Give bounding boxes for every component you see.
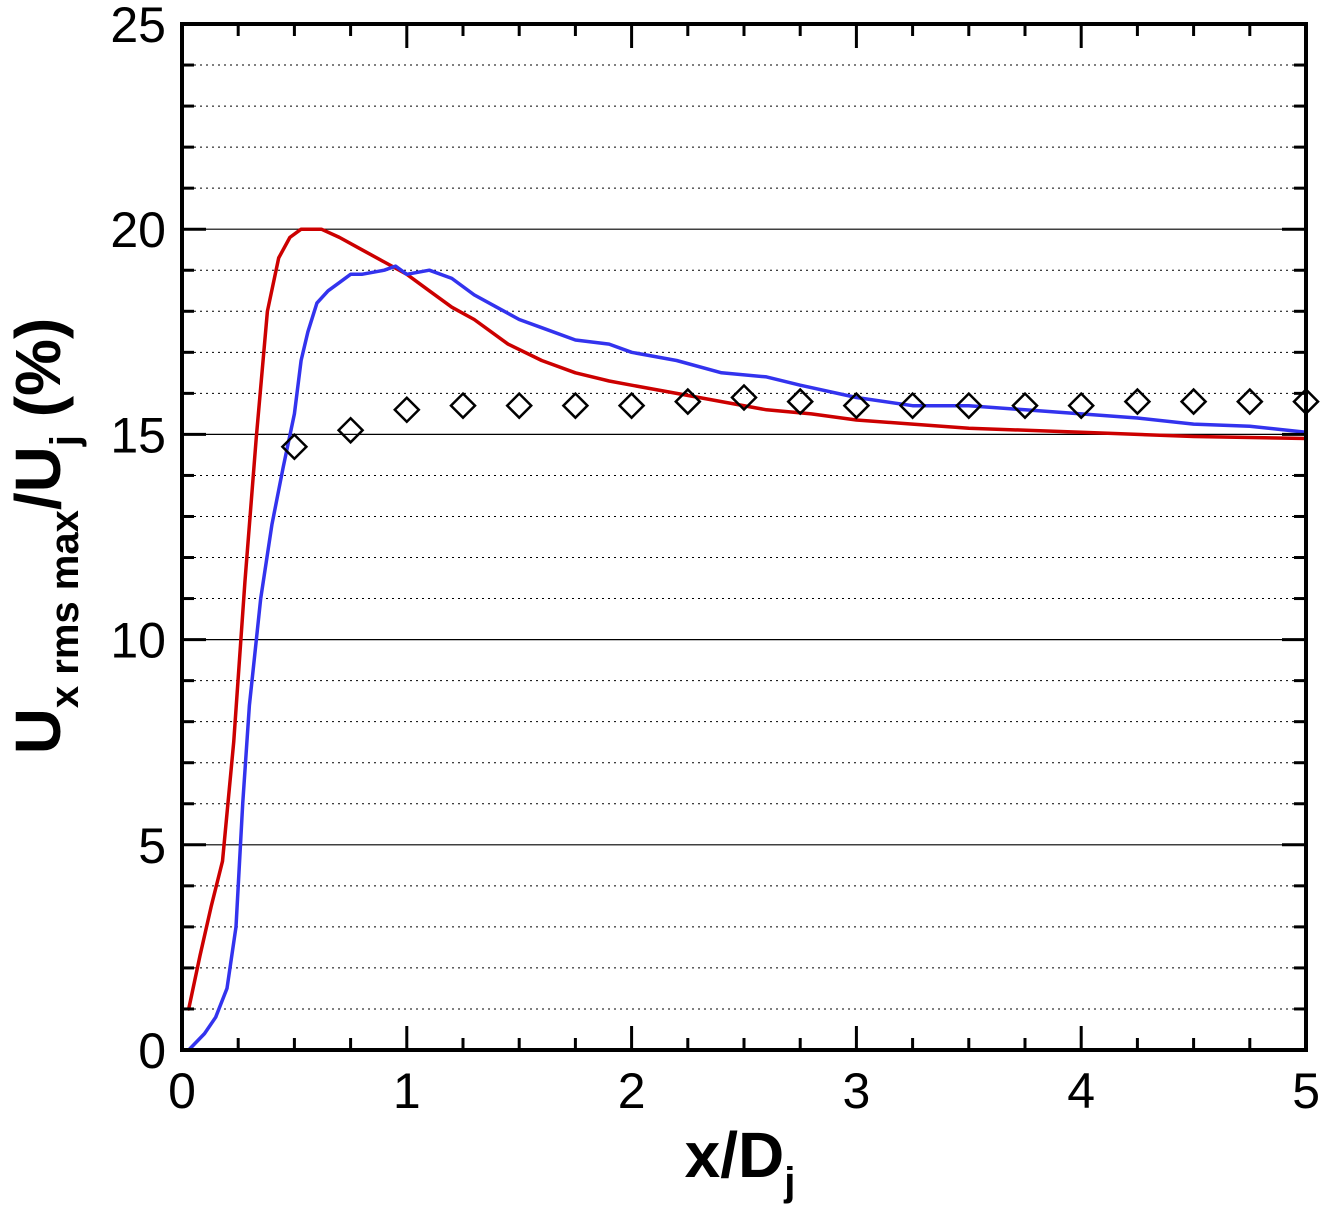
- diamond-marker: [393, 396, 421, 424]
- diamond-marker: [1123, 387, 1152, 416]
- y-tick-label: 20: [110, 202, 166, 258]
- plot-frame: [180, 22, 1308, 1052]
- diamond-marker: [561, 391, 590, 420]
- red-series-line: [186, 227, 1308, 1011]
- tick-labels: 0 5 10 15 20 25 0 1 2 3 4 5: [110, 0, 1320, 1119]
- diamond-marker: [449, 391, 477, 420]
- y-axis-label-part3: (%): [2, 318, 74, 435]
- diamond-marker: [1236, 387, 1264, 416]
- x-axis-label-sub: j: [783, 1160, 795, 1204]
- x-tick-label: 1: [393, 1063, 421, 1119]
- y-axis-label: Ux rms max/Uj (%): [2, 318, 87, 755]
- blue-series-line: [186, 264, 1308, 1052]
- diamond-marker: [617, 391, 646, 420]
- x-tick-label: 3: [842, 1063, 870, 1119]
- diamond-marker: [336, 416, 365, 445]
- y-axis-label-part2: /U: [2, 446, 74, 510]
- diamond-marker: [955, 391, 983, 420]
- y-axis-label-part1: U: [2, 708, 74, 754]
- diamond-marker: [898, 391, 927, 420]
- y-tick-label: 15: [110, 407, 166, 463]
- diamond-marker: [842, 391, 871, 420]
- grid: [182, 64, 1306, 1010]
- x-tick-label: 5: [1292, 1063, 1320, 1119]
- diamond-marker: [786, 387, 814, 416]
- y-tick-label: 0: [138, 1023, 166, 1079]
- diamond-marker: [1067, 391, 1095, 420]
- x-tick-label: 0: [168, 1063, 196, 1119]
- y-axis-label-sub1: x rms max: [43, 510, 87, 708]
- y-axis-label-sub2: j: [43, 435, 87, 447]
- y-tick-label: 25: [110, 0, 166, 53]
- x-axis-label: x/Dj: [685, 1119, 796, 1204]
- x-axis-label-main: x/D: [685, 1119, 785, 1191]
- diamond-marker: [505, 391, 533, 420]
- x-tick-label: 4: [1067, 1063, 1095, 1119]
- diamond-marker: [674, 387, 702, 416]
- x-tick-label: 2: [618, 1063, 646, 1119]
- diamond-marker: [730, 383, 758, 412]
- y-tick-label: 10: [110, 613, 166, 669]
- diamond-marker: [280, 432, 309, 461]
- y-tick-label: 5: [138, 818, 166, 874]
- ticks: [180, 22, 1308, 1052]
- diamond-marker: [1011, 391, 1039, 420]
- diamond-marker: [1179, 387, 1208, 416]
